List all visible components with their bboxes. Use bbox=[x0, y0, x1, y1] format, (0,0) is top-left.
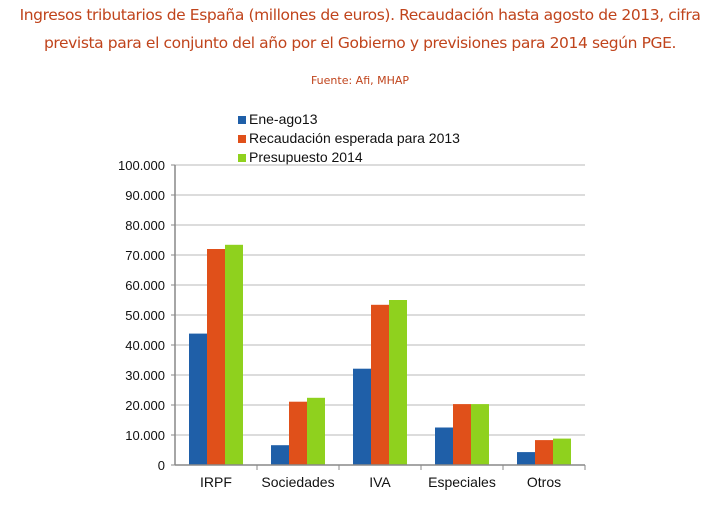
x-tick-label: IVA bbox=[369, 474, 391, 490]
bar-sociedades-1 bbox=[289, 401, 307, 465]
chart-title-line-2: prevista para el conjunto del año por el… bbox=[43, 34, 677, 52]
legend-swatch bbox=[238, 115, 246, 124]
legend-label: Presupuesto 2014 bbox=[249, 149, 363, 165]
legend: Ene-ago13 Recaudación esperada para 2013… bbox=[238, 110, 460, 167]
bar-iva-0 bbox=[353, 368, 371, 465]
x-tick-label: IRPF bbox=[200, 474, 232, 490]
legend-item: Ene-ago13 bbox=[238, 110, 460, 129]
bar-especiales-0 bbox=[435, 427, 453, 465]
y-tick-label: 10.000 bbox=[125, 428, 165, 443]
y-tick-label: 60.000 bbox=[125, 278, 165, 293]
x-tick-label: Sociedades bbox=[261, 474, 334, 490]
y-tick-label: 20.000 bbox=[125, 398, 165, 413]
bar-especiales-2 bbox=[471, 404, 489, 465]
bar-iva-2 bbox=[389, 300, 407, 465]
chart-title-line-1: Ingresos tributarios de España (millones… bbox=[19, 6, 701, 24]
bar-sociedades-0 bbox=[271, 445, 289, 465]
bar-sociedades-2 bbox=[307, 397, 325, 465]
y-tick-label: 80.000 bbox=[125, 218, 165, 233]
bar-especiales-1 bbox=[453, 404, 471, 465]
bar-irpf-2 bbox=[225, 244, 243, 465]
bar-otros-0 bbox=[517, 452, 535, 465]
bar-otros-2 bbox=[553, 438, 571, 465]
chart-source: Fuente: Afi, MHAP bbox=[310, 74, 410, 87]
legend-item: Recaudación esperada para 2013 bbox=[238, 129, 460, 148]
legend-swatch bbox=[238, 153, 246, 162]
y-tick-label: 30.000 bbox=[125, 368, 165, 383]
legend-item: Presupuesto 2014 bbox=[238, 148, 460, 167]
legend-label: Ene-ago13 bbox=[249, 111, 318, 127]
bar-irpf-1 bbox=[207, 249, 225, 465]
y-tick-label: 90.000 bbox=[125, 188, 165, 203]
y-tick-label: 50.000 bbox=[125, 308, 165, 323]
y-tick-label: 0 bbox=[158, 458, 165, 473]
y-tick-label: 40.000 bbox=[125, 338, 165, 353]
x-tick-label: Especiales bbox=[428, 474, 496, 490]
bar-iva-1 bbox=[371, 304, 389, 465]
legend-label: Recaudación esperada para 2013 bbox=[249, 130, 460, 146]
bar-irpf-0 bbox=[189, 333, 207, 465]
y-tick-label: 70.000 bbox=[125, 248, 165, 263]
legend-swatch bbox=[238, 134, 246, 143]
bar-otros-1 bbox=[535, 440, 553, 465]
y-tick-label: 100.000 bbox=[118, 158, 165, 173]
x-tick-label: Otros bbox=[527, 474, 561, 490]
